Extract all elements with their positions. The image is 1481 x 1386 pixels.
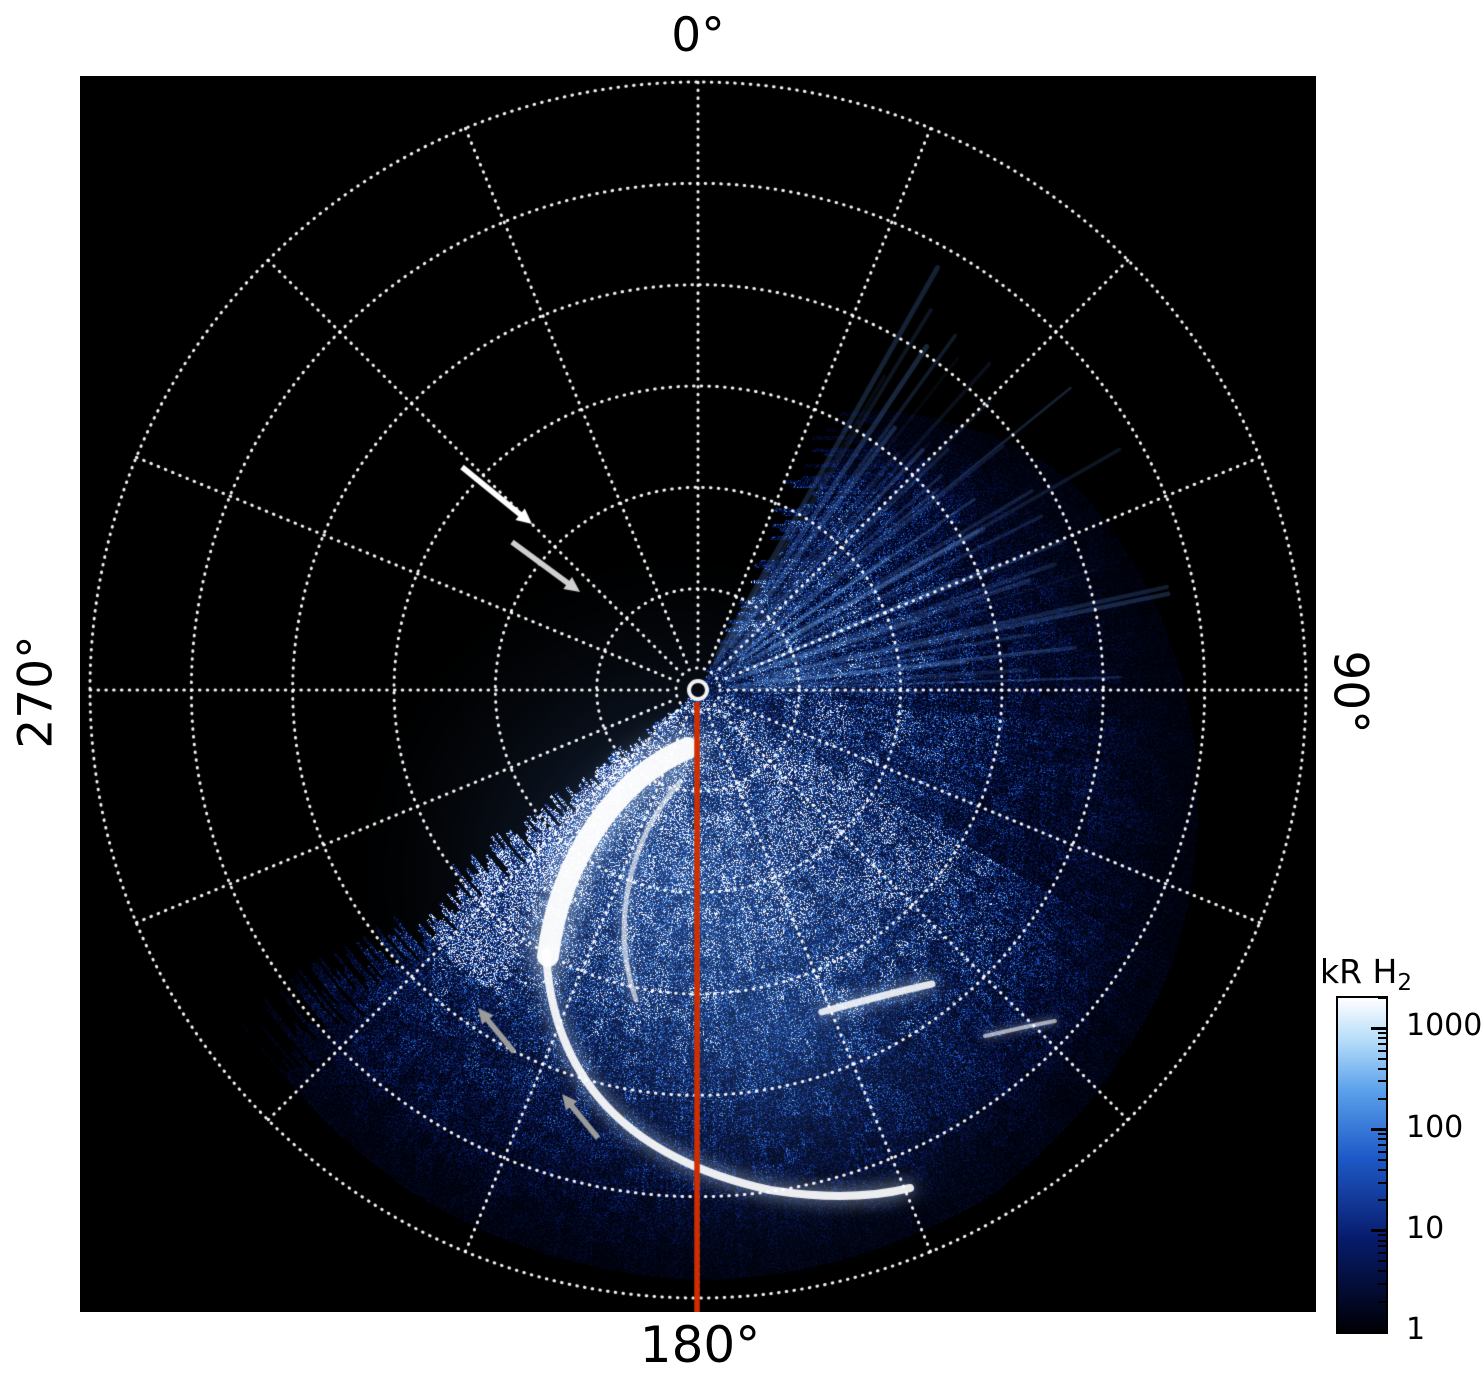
colorbar-minor-tick [1378, 1080, 1386, 1083]
colorbar-minor-tick [1378, 1260, 1386, 1263]
colorbar-tick-label: 1 [1406, 1312, 1426, 1347]
colorbar-minor-tick [1378, 1159, 1386, 1162]
colorbar-tick-label: 1000 [1406, 1008, 1481, 1044]
colorbar-ticks [1338, 997, 1386, 1334]
angle-label-270: 270° [8, 635, 64, 749]
colorbar-minor-tick [1378, 1133, 1386, 1136]
colorbar-gradient-bar [1336, 996, 1388, 1334]
colorbar-minor-tick [1378, 1270, 1386, 1273]
colorbar-minor-tick [1378, 1043, 1386, 1046]
colorbar-minor-tick [1378, 997, 1386, 999]
colorbar-minor-tick [1378, 1300, 1386, 1303]
colorbar-minor-tick [1378, 1037, 1386, 1040]
colorbar-minor-tick [1378, 1181, 1386, 1184]
colorbar-major-tick [1371, 1026, 1386, 1030]
colorbar-major-tick [1371, 1330, 1386, 1334]
colorbar-minor-tick [1378, 1245, 1386, 1248]
colorbar-gradient-canvas [1338, 998, 1386, 1332]
colorbar-title-main: kR H [1320, 952, 1398, 991]
colorbar-major-tick [1371, 1229, 1386, 1233]
colorbar-minor-tick [1378, 1199, 1386, 1202]
colorbar-minor-tick [1378, 1234, 1386, 1237]
colorbar-minor-tick [1378, 1057, 1386, 1060]
colorbar-tick-label: 100 [1406, 1109, 1464, 1145]
colorbar-minor-tick [1378, 1151, 1386, 1154]
colorbar-minor-tick [1378, 1239, 1386, 1242]
colorbar-title-subscript: 2 [1397, 970, 1412, 996]
colorbar-minor-tick [1378, 1049, 1386, 1052]
colorbar-minor-tick [1378, 1144, 1386, 1147]
angle-label-90: 90° [1322, 650, 1378, 734]
colorbar-minor-tick [1378, 1067, 1386, 1070]
colorbar-minor-tick [1378, 1168, 1386, 1171]
colorbar-minor-tick [1378, 1032, 1386, 1035]
colorbar-title: kR H2 [1320, 952, 1412, 996]
colorbar-tick-label: 10 [1406, 1210, 1445, 1246]
colorbar-minor-tick [1378, 1282, 1386, 1285]
colorbar-minor-tick [1378, 1098, 1386, 1101]
colorbar-major-tick [1371, 1128, 1386, 1132]
colorbar-minor-tick [1378, 1138, 1386, 1141]
colorbar: kR H2 1000 100 10 1 [1318, 952, 1481, 1372]
angle-label-0: 0° [671, 8, 725, 63]
colorbar-minor-tick [1378, 1252, 1386, 1255]
polar-plot-area [80, 76, 1316, 1312]
aurora-polar-canvas [80, 76, 1316, 1312]
angle-label-180: 180° [639, 1316, 761, 1374]
